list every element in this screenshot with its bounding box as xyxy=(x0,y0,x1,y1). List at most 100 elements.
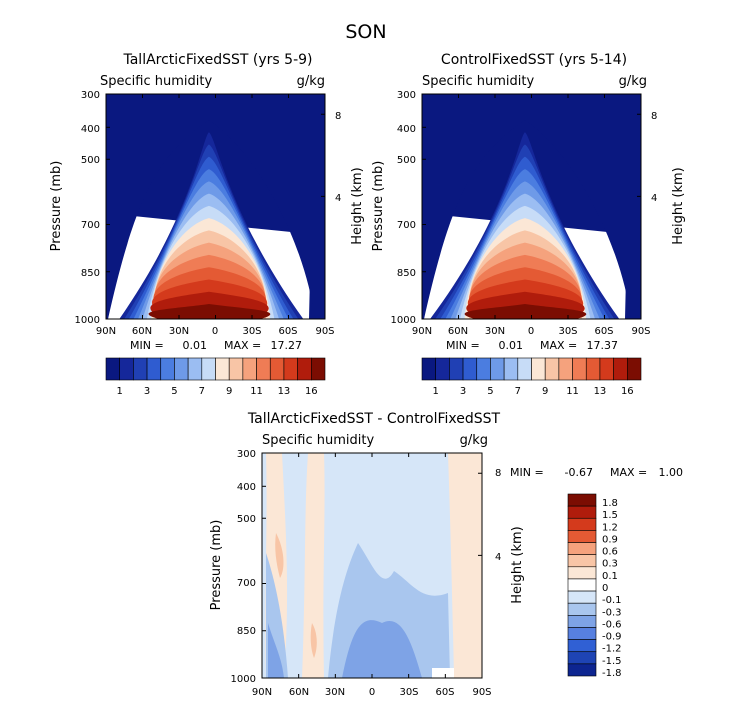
x-tick-label: 60S xyxy=(594,326,613,337)
colorbar-label: 0.1 xyxy=(602,571,618,582)
plot-area xyxy=(422,94,641,319)
y-tick-label: 500 xyxy=(237,514,256,525)
height-tick-label: 8 xyxy=(495,468,501,479)
height-tick-label: 8 xyxy=(335,111,341,122)
min-label: MIN = xyxy=(130,339,164,352)
x-tick-label: 30S xyxy=(558,326,577,337)
y-tick-label: 300 xyxy=(81,90,100,101)
x-tick-label: 60N xyxy=(132,326,152,337)
colorbar-box xyxy=(119,357,134,381)
colorbar-box xyxy=(283,357,298,381)
colorbar-label: 7 xyxy=(199,386,205,397)
x-tick-label: 90N xyxy=(96,326,116,337)
colorbar-box xyxy=(567,566,597,580)
panel-control: ControlFixedSST (yrs 5-14) Specific humi… xyxy=(371,52,686,397)
y-axis-right-label: Height (km) xyxy=(510,526,525,603)
missing-data-region xyxy=(432,668,454,678)
colorbar-box xyxy=(517,357,532,381)
y-tick-label: 850 xyxy=(81,268,100,279)
colorbar-label: 13 xyxy=(278,386,291,397)
contour-band xyxy=(302,453,325,678)
colorbar-box xyxy=(174,357,189,381)
y-tick-label: 1000 xyxy=(75,315,100,326)
max-label: MAX = xyxy=(610,466,647,479)
x-tick-label: 60S xyxy=(435,687,454,698)
y-tick-label: 1000 xyxy=(231,674,256,685)
panel-difference: TallArcticFixedSST - ControlFixedSST Spe… xyxy=(209,411,683,698)
contour-fills xyxy=(106,94,325,319)
max-label: MAX = xyxy=(540,339,577,352)
colorbar-box xyxy=(567,530,597,543)
colorbar-box xyxy=(462,357,478,381)
x-tick-label: 90S xyxy=(315,326,334,337)
colorbar-label: -0.1 xyxy=(602,595,622,606)
max-label: MAX = xyxy=(224,339,261,352)
colorbar-box xyxy=(421,357,436,381)
colorbar-label: 1.5 xyxy=(602,510,618,521)
colorbar-box xyxy=(558,357,573,381)
y-tick-label: 850 xyxy=(397,268,416,279)
colorbar-label: 5 xyxy=(171,386,177,397)
colorbar-box xyxy=(567,554,597,568)
x-tick-label: 0 xyxy=(369,687,375,698)
colorbar: 1 3 5 7 9 11 13 16 xyxy=(421,357,642,397)
colorbar-box xyxy=(503,357,519,381)
colorbar-label: -0.3 xyxy=(602,607,622,618)
contour-band xyxy=(106,94,325,319)
panel-tall-arctic: TallArcticFixedSST (yrs 5-9) Specific hu… xyxy=(49,52,365,397)
axis-ticks xyxy=(261,452,483,679)
x-tick-label: 90S xyxy=(631,326,650,337)
colorbar-box xyxy=(567,542,597,555)
panel-title: ControlFixedSST (yrs 5-14) xyxy=(441,52,627,68)
x-tick-label: 0 xyxy=(528,326,534,337)
contour-band xyxy=(310,623,317,658)
figure-title: SON xyxy=(345,21,386,43)
max-value: 1.00 xyxy=(659,466,684,479)
colorbar-box xyxy=(269,357,285,381)
y-axis-right-label: Height (km) xyxy=(350,167,365,244)
colorbar-box xyxy=(133,357,148,381)
colorbar-box xyxy=(567,517,597,531)
y-axis-label: Pressure (mb) xyxy=(371,161,386,252)
colorbar-box xyxy=(567,602,597,616)
colorbar-label: 9 xyxy=(226,386,232,397)
plot-area xyxy=(262,453,482,678)
colorbar-label: -1.8 xyxy=(602,668,622,679)
panel-subtitle-left: Specific humidity xyxy=(262,433,374,448)
panel-subtitle-right: g/kg xyxy=(297,74,325,89)
colorbar-box xyxy=(146,357,162,381)
colorbar-box xyxy=(490,357,505,381)
colorbar-label: 0.6 xyxy=(602,547,618,558)
colorbar-label: 3 xyxy=(460,386,466,397)
contour-band xyxy=(448,453,482,678)
colorbar: 1 3 5 7 9 11 13 16 xyxy=(105,357,326,397)
colorbar-box xyxy=(160,357,175,381)
colorbar-label: 1.2 xyxy=(602,522,618,533)
y-tick-label: 300 xyxy=(237,449,256,460)
colorbar-box xyxy=(435,357,450,381)
min-value: 0.01 xyxy=(499,339,524,352)
colorbar-box xyxy=(567,627,597,640)
colorbar-box xyxy=(531,357,546,381)
panel-title: TallArcticFixedSST (yrs 5-9) xyxy=(122,52,312,68)
colorbar-box xyxy=(242,357,257,381)
x-tick-label: 60N xyxy=(289,687,309,698)
y-tick-label: 700 xyxy=(397,220,416,231)
colorbar-label: 3 xyxy=(144,386,150,397)
height-tick-label: 4 xyxy=(335,193,341,204)
colorbar-box xyxy=(256,357,271,381)
y-tick-label: 500 xyxy=(81,155,100,166)
colorbar-label: 16 xyxy=(621,386,634,397)
colorbar-label: 7 xyxy=(515,386,521,397)
colorbar: 1.81.51.20.90.60.30.10-0.1-0.3-0.6-0.9-1… xyxy=(567,493,622,679)
height-tick-label: 8 xyxy=(651,111,657,122)
y-tick-label: 1000 xyxy=(391,315,416,326)
colorbar-box xyxy=(567,651,597,665)
min-value: -0.67 xyxy=(565,466,593,479)
contour-band xyxy=(268,623,284,678)
x-tick-label: 0 xyxy=(212,326,218,337)
y-tick-label: 400 xyxy=(237,482,256,493)
colorbar-label: -0.6 xyxy=(602,619,622,630)
colorbar-box xyxy=(567,505,597,519)
